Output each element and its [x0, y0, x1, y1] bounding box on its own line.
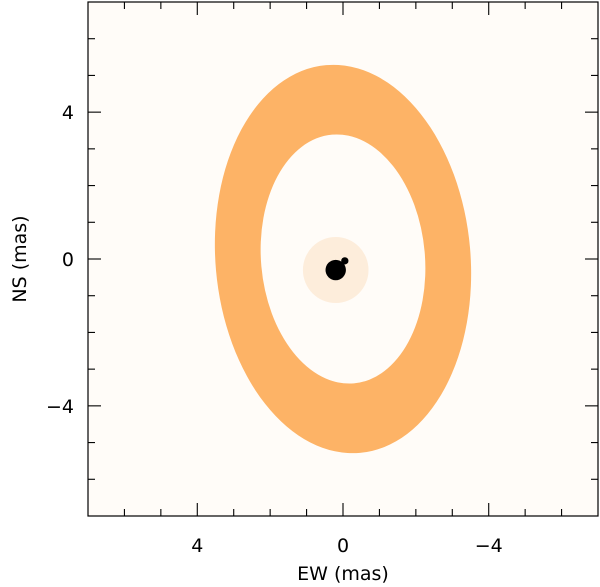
x-tick-label: 4: [191, 535, 203, 557]
x-tick-label: 0: [337, 535, 349, 557]
x-tick-labels: 4 0 −4: [191, 535, 502, 557]
x-tick-label: −4: [475, 535, 503, 557]
central-source: [325, 259, 346, 281]
central-source-companion: [341, 257, 349, 265]
y-axis-label: NS (mas): [9, 215, 31, 302]
orange-ring: [214, 64, 472, 454]
y-tick-label: −4: [46, 396, 74, 418]
y-tick-label: 4: [62, 102, 74, 124]
y-tick-labels: 4 0 −4: [46, 102, 74, 418]
x-axis-label: EW (mas): [297, 563, 389, 585]
axis-ticks: [88, 2, 598, 516]
y-tick-label: 0: [62, 249, 74, 271]
